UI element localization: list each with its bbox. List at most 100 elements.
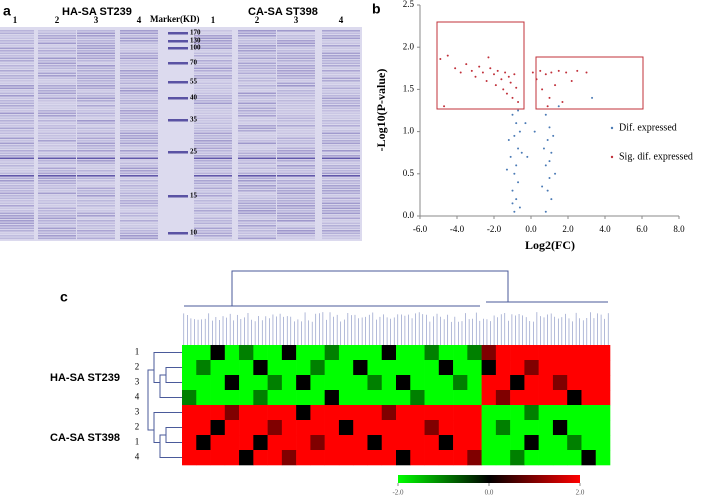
marker-label: 170 xyxy=(190,29,201,37)
marker-label: 15 xyxy=(190,192,198,200)
gel-band xyxy=(238,227,276,230)
gel-band xyxy=(238,85,276,87)
gel-band xyxy=(38,172,76,175)
gel-band xyxy=(77,85,115,87)
gel-band xyxy=(77,170,115,172)
gel-band xyxy=(120,200,158,202)
heatmap-cell xyxy=(310,375,325,391)
gel-band xyxy=(77,117,115,120)
gel-band xyxy=(238,200,276,202)
gel-band xyxy=(0,207,34,210)
gel-band xyxy=(0,175,34,177)
gel-band xyxy=(77,175,115,177)
gel-band xyxy=(277,37,315,40)
gel-band xyxy=(77,180,115,182)
gel-band xyxy=(194,80,232,82)
gel-band xyxy=(238,40,276,42)
gel-band xyxy=(194,217,232,220)
heatmap-cell xyxy=(581,345,597,361)
gel-band xyxy=(322,170,360,172)
marker-band xyxy=(168,47,188,50)
gel-band xyxy=(238,217,276,220)
point xyxy=(518,130,521,133)
gel-band xyxy=(277,152,315,155)
gel-band xyxy=(38,222,76,225)
gel-band xyxy=(238,215,276,217)
gel-band xyxy=(322,210,360,212)
gel-band xyxy=(277,107,315,110)
gel-band xyxy=(322,145,360,147)
gel-band xyxy=(77,165,115,167)
gel-band xyxy=(322,227,360,230)
gel-band xyxy=(0,180,34,182)
group-label: CA-SA ST398 xyxy=(50,432,120,444)
heatmap-cell xyxy=(453,390,468,406)
heatmap-cell xyxy=(453,360,468,376)
heatmap-cell xyxy=(239,360,254,376)
heatmap-cell xyxy=(267,420,283,436)
gel-band xyxy=(277,70,315,72)
point xyxy=(550,71,553,74)
gel-band xyxy=(77,52,115,55)
point xyxy=(544,164,547,167)
gel-band xyxy=(238,142,276,145)
heatmap-cell xyxy=(367,450,383,466)
x-tick-label: -2.0 xyxy=(487,224,502,234)
gel-band xyxy=(322,95,360,97)
heatmap-cell xyxy=(424,390,440,406)
heatmap-cell xyxy=(396,420,411,436)
x-tick-label: 6.0 xyxy=(636,224,648,234)
heatmap-cell xyxy=(296,420,311,436)
heatmap-cell xyxy=(210,435,226,451)
gel-band xyxy=(0,130,34,132)
heatmap-cell xyxy=(495,345,511,361)
gel-band xyxy=(38,145,76,147)
marker-label: 70 xyxy=(190,59,198,67)
heatmap-cell xyxy=(595,345,611,361)
gel-band xyxy=(238,32,276,35)
gel-band xyxy=(238,77,276,80)
gel-band xyxy=(77,220,115,222)
gel-band xyxy=(120,60,158,62)
heatmap-cell xyxy=(381,405,397,421)
heatmap-cell xyxy=(353,390,368,406)
gel-band xyxy=(38,97,76,100)
point xyxy=(517,109,520,112)
heatmap-cell xyxy=(210,450,226,466)
gel-band xyxy=(38,212,76,215)
gel-band xyxy=(277,192,315,195)
gel-band xyxy=(277,212,315,215)
gel-band xyxy=(322,47,360,50)
gel-band xyxy=(38,202,76,205)
gel-band xyxy=(277,115,315,117)
y-tick-label: 1.0 xyxy=(403,126,415,136)
heatmap-cell xyxy=(481,405,497,421)
marker-band xyxy=(168,40,188,43)
heatmap-cell xyxy=(567,450,582,466)
gel-band xyxy=(277,220,315,222)
gel-band xyxy=(322,180,360,182)
point xyxy=(507,75,510,78)
heatmap-cell xyxy=(510,375,525,391)
point xyxy=(485,79,488,82)
gel-band xyxy=(322,195,360,197)
gel-band xyxy=(77,90,115,92)
gel-band xyxy=(194,155,232,157)
heatmap-cell xyxy=(210,345,226,361)
point xyxy=(478,65,481,68)
gel-band xyxy=(194,225,232,227)
gel-band xyxy=(38,37,76,40)
heatmap-cell xyxy=(538,345,554,361)
heatmap-cell xyxy=(581,390,597,406)
heatmap-cell xyxy=(196,390,211,406)
gel-band xyxy=(238,152,276,155)
gel-band xyxy=(277,120,315,122)
gel-band xyxy=(277,122,315,125)
gel-band xyxy=(194,230,232,232)
gel-band xyxy=(194,170,232,172)
gel-band xyxy=(0,195,34,197)
gel-band xyxy=(120,217,158,220)
point xyxy=(513,172,516,175)
gel-band xyxy=(322,107,360,110)
gel-band xyxy=(38,82,76,85)
